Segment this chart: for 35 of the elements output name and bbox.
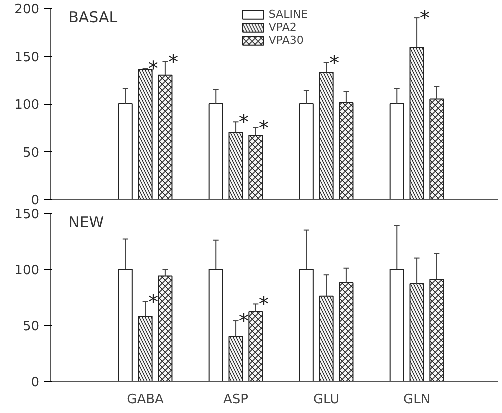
y-tick-label: 50 [22, 320, 40, 334]
legend-label: SALINE [268, 8, 308, 21]
data-label: * [258, 116, 269, 140]
legend-label: VPA30 [268, 34, 304, 47]
data-label: * [148, 56, 159, 81]
data-label: * [239, 110, 250, 134]
x-tick-label: ASP [224, 392, 249, 408]
bar [208, 104, 224, 200]
y-tick-label: 0 [31, 376, 40, 390]
data-label: * [148, 290, 159, 314]
data-label: * [168, 50, 178, 74]
y-tick-label: 150 [14, 50, 40, 66]
bar [390, 269, 404, 382]
chart-title: NEW [68, 214, 104, 232]
x-tick-label: GLU [313, 392, 340, 408]
data-label: * [258, 292, 269, 316]
legend-label: VPA2 [268, 21, 297, 34]
bar [390, 104, 404, 200]
y-tick-label: 150 [14, 208, 40, 222]
bar [299, 104, 314, 200]
y-tick-label: 200 [14, 2, 40, 18]
data-label: * [239, 309, 250, 334]
y-tick-label: 100 [14, 264, 40, 278]
bar [118, 104, 133, 200]
y-tick-label: 100 [14, 98, 40, 113]
bar [118, 269, 133, 382]
x-tick-label: GLN [404, 392, 431, 408]
data-label: * [420, 6, 430, 30]
chart-title: BASAL [68, 8, 118, 26]
x-tick-label: GABA [127, 392, 164, 408]
bar [208, 269, 224, 382]
bar [299, 269, 314, 382]
y-tick-label: 50 [22, 146, 40, 161]
data-label: * [330, 50, 340, 75]
y-tick-label: 0 [31, 194, 40, 208]
